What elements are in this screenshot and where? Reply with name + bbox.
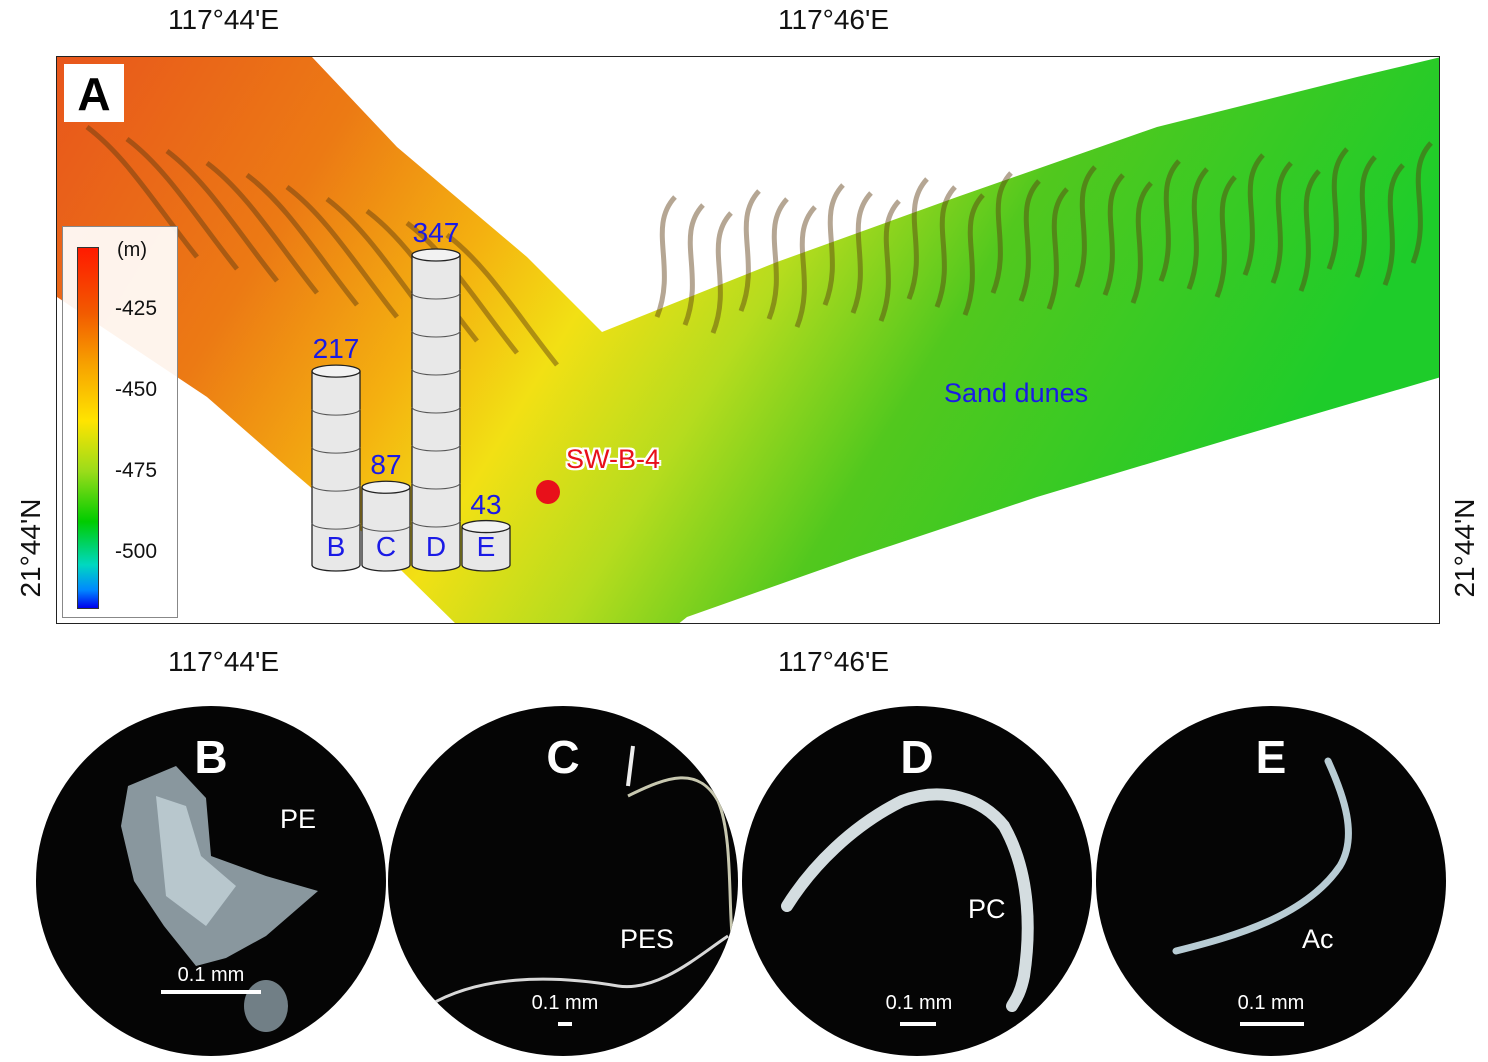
sand-dunes-label: Sand dunes bbox=[944, 378, 1089, 408]
top-lon-label-1: 117°44'E bbox=[168, 4, 280, 35]
abundance-chart bbox=[311, 248, 511, 572]
scale-label: 0.1 mm bbox=[1237, 992, 1305, 1014]
bar-C bbox=[361, 480, 411, 572]
bar-category-label: E bbox=[476, 531, 496, 562]
ridge-line bbox=[1158, 159, 1181, 282]
ridge-line bbox=[125, 137, 239, 271]
scale-label: 0.1 mm bbox=[177, 964, 245, 986]
ridge-line bbox=[165, 149, 279, 283]
depth-colorbar bbox=[77, 247, 99, 609]
bar-E bbox=[461, 519, 511, 572]
ridge-line bbox=[85, 125, 199, 259]
bar-category-label: C bbox=[375, 531, 397, 562]
top-lon-label-2: 117°46'E bbox=[778, 4, 890, 35]
legend-unit: (m) bbox=[117, 239, 147, 261]
ridge-line bbox=[822, 183, 845, 306]
micrograph-letter: C bbox=[546, 731, 580, 783]
legend-tick: -450 bbox=[115, 378, 158, 401]
bathymetry-map bbox=[56, 56, 1440, 624]
ridge-line bbox=[1186, 167, 1209, 290]
bar-value-label: 347 bbox=[412, 217, 460, 248]
ridge-line bbox=[405, 221, 519, 355]
legend-tick: -475 bbox=[115, 459, 158, 482]
particle-fiber bbox=[1172, 757, 1352, 955]
bottom-lon-label-2: 117°46'E bbox=[778, 646, 890, 677]
ridge-line bbox=[710, 211, 733, 334]
ridge-line bbox=[1382, 163, 1405, 286]
legend-tick: -425 bbox=[115, 297, 158, 320]
ridge-line bbox=[1326, 147, 1349, 270]
ridge-line bbox=[766, 197, 789, 320]
scale-bar bbox=[161, 990, 261, 994]
right-lat-label: 21°44'N bbox=[1449, 498, 1480, 598]
polymer-label: PES bbox=[620, 924, 675, 954]
ridge-line bbox=[990, 171, 1013, 294]
site-marker bbox=[536, 480, 560, 504]
ridge-line bbox=[1354, 155, 1377, 278]
ridge-line bbox=[1074, 165, 1097, 288]
left-lat-label: 21°44'N bbox=[15, 498, 46, 598]
bar-category-label: D bbox=[425, 531, 447, 562]
bathymetry-surface bbox=[57, 57, 1439, 623]
polymer-label: Ac bbox=[1302, 924, 1334, 954]
ridge-line bbox=[654, 195, 677, 318]
ridge-line bbox=[1242, 153, 1265, 276]
micrograph-d: D PC 0.1 mm bbox=[742, 706, 1092, 1056]
ridge-line bbox=[738, 189, 761, 312]
ridge-line bbox=[794, 205, 817, 328]
ridge-line bbox=[878, 199, 901, 322]
scale-label: 0.1 mm bbox=[531, 992, 599, 1014]
ridge-line bbox=[1102, 173, 1125, 296]
bar-value-label: 217 bbox=[312, 333, 360, 365]
ridge-line bbox=[1270, 161, 1293, 284]
bottom-lon-label-1: 117°44'E bbox=[168, 646, 280, 677]
seafloor-ridges bbox=[85, 125, 1433, 367]
depth-legend: (m) -425 -450 -475 -500 bbox=[62, 226, 178, 618]
bar-value-label: 43 bbox=[470, 488, 502, 520]
polymer-label: PE bbox=[280, 804, 317, 834]
bar-D bbox=[411, 248, 461, 572]
ridge-line bbox=[962, 193, 985, 316]
ridge-line bbox=[285, 185, 399, 319]
ridge-line bbox=[906, 177, 929, 300]
panel-letter-a: A bbox=[64, 64, 124, 122]
ridge-line bbox=[445, 233, 559, 367]
bar-category-label: B bbox=[326, 531, 346, 562]
ridge-line bbox=[1046, 187, 1069, 310]
micrograph-letter: E bbox=[1255, 731, 1287, 783]
micrograph-letter: B bbox=[194, 731, 228, 783]
ridge-line bbox=[205, 161, 319, 295]
site-label: SW-B-4 bbox=[566, 444, 661, 474]
bar-B bbox=[311, 364, 361, 572]
scale-label: 0.1 mm bbox=[885, 992, 953, 1014]
micrograph-b: B PE 0.1 mm bbox=[36, 706, 386, 1056]
micrograph-c: C PES 0.1 mm bbox=[388, 706, 738, 1056]
micrograph-e: E Ac 0.1 mm bbox=[1096, 706, 1446, 1056]
scale-bar bbox=[558, 1022, 572, 1026]
ridge-line bbox=[1018, 179, 1041, 302]
scale-bar bbox=[1240, 1022, 1304, 1026]
legend-tick: -500 bbox=[115, 540, 158, 563]
survey-swath bbox=[57, 57, 1439, 623]
ridge-line bbox=[1130, 181, 1153, 304]
ridge-line bbox=[682, 203, 705, 326]
bar-value-label: 87 bbox=[370, 449, 402, 481]
polymer-label: PC bbox=[968, 894, 1006, 924]
micrograph-letter: D bbox=[900, 731, 934, 783]
ridge-line bbox=[850, 191, 873, 314]
ridge-line bbox=[934, 185, 957, 308]
ridge-line bbox=[1214, 175, 1237, 298]
ridge-line bbox=[1298, 169, 1321, 292]
scale-bar bbox=[900, 1022, 936, 1026]
ridge-line bbox=[1410, 141, 1433, 264]
particle-fiber bbox=[427, 745, 735, 1008]
particle-fiber bbox=[781, 788, 1034, 1012]
ridge-line bbox=[245, 173, 359, 307]
